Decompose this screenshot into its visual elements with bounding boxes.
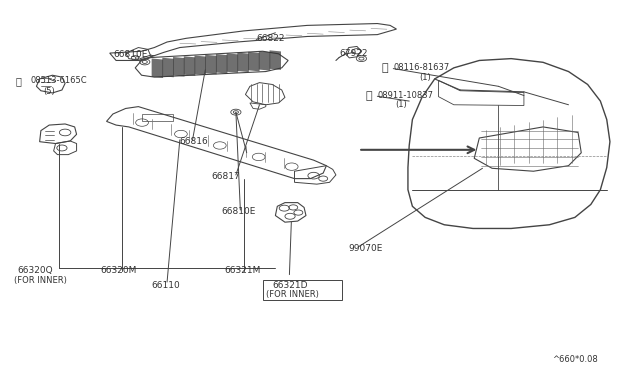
- Text: 66817: 66817: [212, 172, 241, 181]
- Text: 66320Q: 66320Q: [17, 266, 53, 275]
- Text: 66321D: 66321D: [272, 281, 308, 290]
- Text: 66810E: 66810E: [113, 51, 147, 60]
- Text: Ⓝ: Ⓝ: [366, 90, 372, 100]
- Text: Ⓑ: Ⓑ: [382, 63, 388, 73]
- Text: 08116-81637: 08116-81637: [394, 63, 449, 72]
- Text: 66810E: 66810E: [221, 207, 255, 217]
- Text: 66320M: 66320M: [100, 266, 136, 275]
- Text: (FOR INNER): (FOR INNER): [266, 291, 319, 299]
- Text: (1): (1): [395, 100, 407, 109]
- Text: (FOR INNER): (FOR INNER): [14, 276, 67, 285]
- Text: (1): (1): [419, 73, 431, 81]
- Text: 08911-10837: 08911-10837: [378, 91, 433, 100]
- Text: Ⓢ: Ⓢ: [15, 76, 21, 86]
- Text: (5): (5): [43, 87, 54, 96]
- Text: 66816: 66816: [180, 137, 209, 146]
- Text: 66321M: 66321M: [225, 266, 260, 275]
- Text: 99070E: 99070E: [349, 244, 383, 253]
- Text: 66110: 66110: [151, 281, 180, 290]
- Text: 67922: 67922: [339, 49, 367, 58]
- Text: ^660*0.08: ^660*0.08: [552, 355, 598, 364]
- Text: 66822: 66822: [256, 34, 285, 43]
- Text: 08513-6165C: 08513-6165C: [30, 76, 86, 85]
